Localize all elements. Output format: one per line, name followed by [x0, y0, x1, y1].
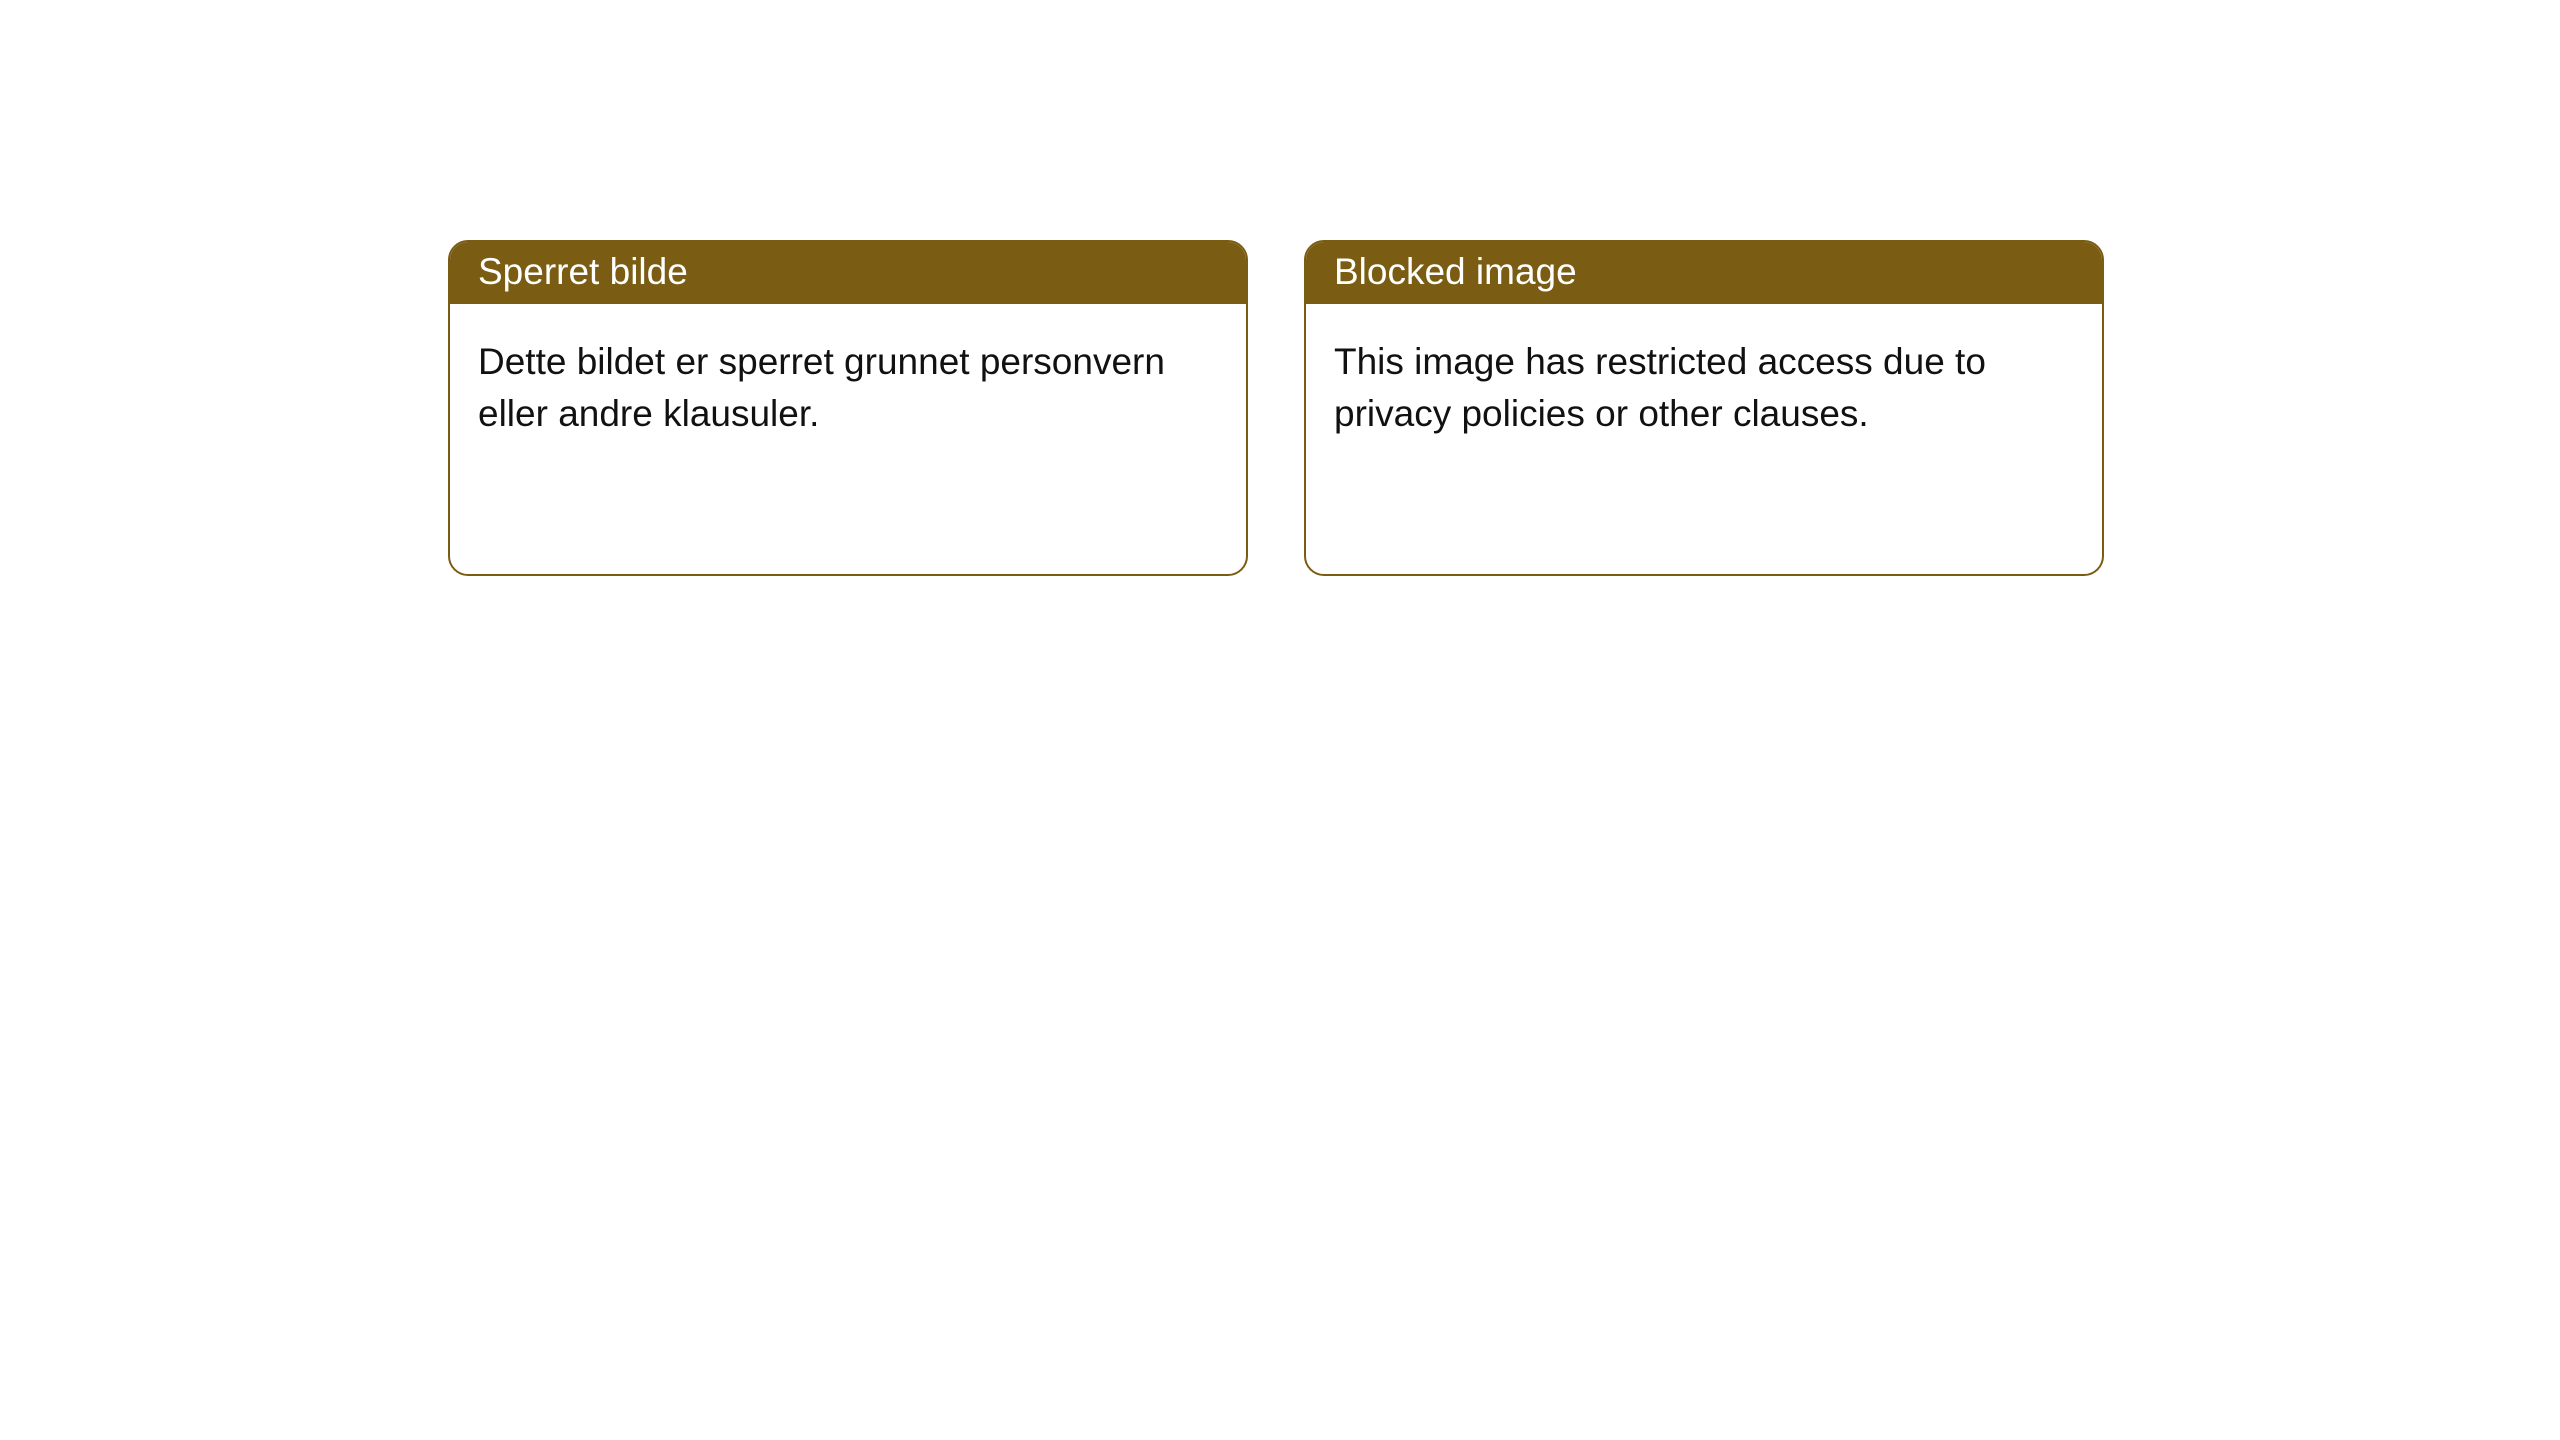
notice-cards-container: Sperret bilde Dette bildet er sperret gr… — [448, 240, 2104, 576]
card-title: Blocked image — [1334, 251, 1577, 292]
notice-card-english: Blocked image This image has restricted … — [1304, 240, 2104, 576]
card-body: Dette bildet er sperret grunnet personve… — [450, 304, 1246, 574]
card-body-text: This image has restricted access due to … — [1334, 336, 2074, 440]
notice-card-norwegian: Sperret bilde Dette bildet er sperret gr… — [448, 240, 1248, 576]
card-header: Sperret bilde — [450, 242, 1246, 304]
card-body: This image has restricted access due to … — [1306, 304, 2102, 574]
card-body-text: Dette bildet er sperret grunnet personve… — [478, 336, 1218, 440]
card-title: Sperret bilde — [478, 251, 688, 292]
card-header: Blocked image — [1306, 242, 2102, 304]
